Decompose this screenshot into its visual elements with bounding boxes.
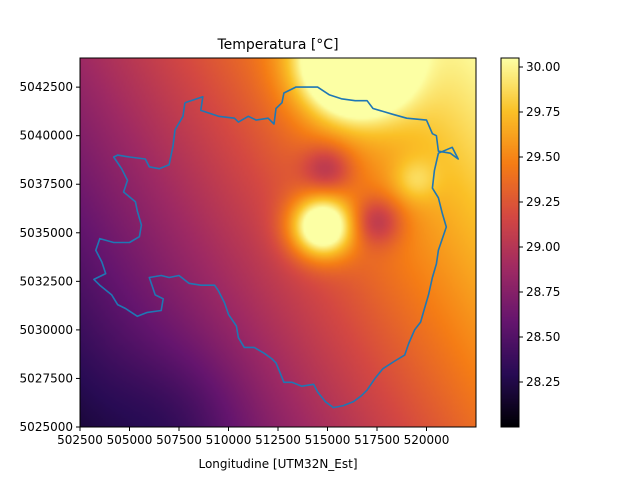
x-axis: 502500 505000 507500 510000 512500 515000 5175… xyxy=(57,427,449,447)
y-tick-label: 5040000 xyxy=(20,129,73,143)
x-axis-label: Longitudine [UTM32N_Est] xyxy=(198,457,357,471)
x-tick-label: 507500 xyxy=(156,433,202,447)
colorbar-tick-label: 28.25 xyxy=(526,375,560,389)
plot-area xyxy=(79,57,477,428)
y-tick-label: 5025000 xyxy=(20,420,73,434)
y-tick-label: 5037500 xyxy=(20,177,73,191)
y-tick-label: 5032500 xyxy=(20,274,73,288)
x-tick-label: 512500 xyxy=(255,433,301,447)
colorbar-tick-label: 30.00 xyxy=(526,60,560,74)
colorbar-tick-label: 29.75 xyxy=(526,105,560,119)
x-tick-label: 502500 xyxy=(57,433,103,447)
y-tick-label: 5030000 xyxy=(20,323,73,337)
y-tick-label: 5035000 xyxy=(20,226,73,240)
colorbar-ticks: 28.25 28.50 28.75 29.00 29.25 29.50 29.75 30.00 xyxy=(519,60,560,389)
city-boundary-line xyxy=(93,86,459,409)
colorbar-tick-label: 29.00 xyxy=(526,240,560,254)
colorbar-tick-label: 29.50 xyxy=(526,150,560,164)
x-tick-label: 510000 xyxy=(206,433,252,447)
x-tick-label: 505000 xyxy=(107,433,153,447)
chart-title: Temperatura [°C] xyxy=(216,37,338,53)
colorbar: 28.25 28.50 28.75 29.00 29.25 29.50 29.75 30.00 xyxy=(500,57,560,428)
colorbar-tick-label: 28.75 xyxy=(526,285,560,299)
y-tick-label: 5042500 xyxy=(20,80,73,94)
temperature-heatmap xyxy=(80,58,476,427)
y-axis: 5025000 5027500 5030000 5032500 5035000 50375… xyxy=(20,80,80,434)
colorbar-gradient xyxy=(501,58,519,427)
x-tick-label: 520000 xyxy=(404,433,450,447)
colorbar-tick-label: 29.25 xyxy=(526,195,560,209)
colorbar-frame xyxy=(500,57,520,428)
x-tick-label: 517500 xyxy=(354,433,400,447)
colorbar-tick-label: 28.50 xyxy=(526,330,560,344)
x-tick-label: 515000 xyxy=(305,433,351,447)
y-tick-label: 5027500 xyxy=(20,371,73,385)
